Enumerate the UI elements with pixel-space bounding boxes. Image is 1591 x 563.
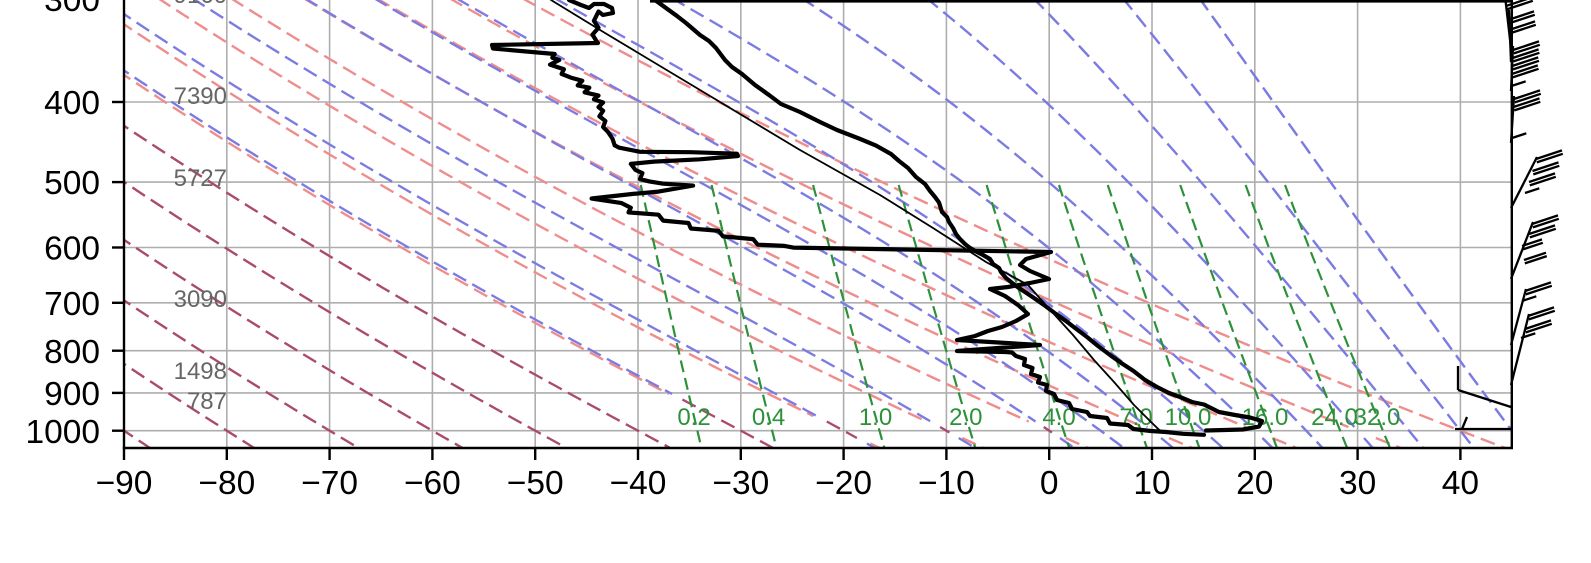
svg-text:0: 0 xyxy=(1040,465,1059,502)
svg-text:−10: −10 xyxy=(918,465,975,502)
svg-text:−30: −30 xyxy=(712,465,769,502)
svg-text:500: 500 xyxy=(44,165,100,202)
svg-text:2.0: 2.0 xyxy=(949,404,982,431)
svg-text:800: 800 xyxy=(44,334,100,371)
svg-text:1498: 1498 xyxy=(174,358,227,385)
svg-text:30: 30 xyxy=(1339,465,1376,502)
svg-text:20: 20 xyxy=(1236,465,1273,502)
svg-text:3090: 3090 xyxy=(174,286,227,313)
svg-text:5727: 5727 xyxy=(174,165,227,192)
svg-text:10: 10 xyxy=(1133,465,1170,502)
svg-text:700: 700 xyxy=(44,286,100,323)
svg-text:−50: −50 xyxy=(507,465,564,502)
svg-text:32.0: 32.0 xyxy=(1354,404,1401,431)
svg-text:400: 400 xyxy=(44,85,100,122)
svg-text:900: 900 xyxy=(44,376,100,413)
svg-text:787: 787 xyxy=(187,388,227,415)
svg-text:−40: −40 xyxy=(610,465,667,502)
svg-text:300: 300 xyxy=(44,0,100,19)
svg-text:10.0: 10.0 xyxy=(1165,404,1212,431)
svg-text:−80: −80 xyxy=(198,465,255,502)
svg-text:40: 40 xyxy=(1442,465,1479,502)
svg-text:−60: −60 xyxy=(404,465,461,502)
svg-text:600: 600 xyxy=(44,231,100,268)
svg-text:−70: −70 xyxy=(301,465,358,502)
svg-text:1000: 1000 xyxy=(25,414,100,451)
svg-text:−90: −90 xyxy=(96,465,153,502)
svg-text:7390: 7390 xyxy=(174,83,227,110)
svg-text:0.2: 0.2 xyxy=(677,404,710,431)
svg-text:1.0: 1.0 xyxy=(859,404,892,431)
svg-text:9160: 9160 xyxy=(174,0,227,9)
svg-text:0.4: 0.4 xyxy=(752,404,785,431)
svg-text:24.0: 24.0 xyxy=(1311,404,1358,431)
svg-text:−20: −20 xyxy=(815,465,872,502)
